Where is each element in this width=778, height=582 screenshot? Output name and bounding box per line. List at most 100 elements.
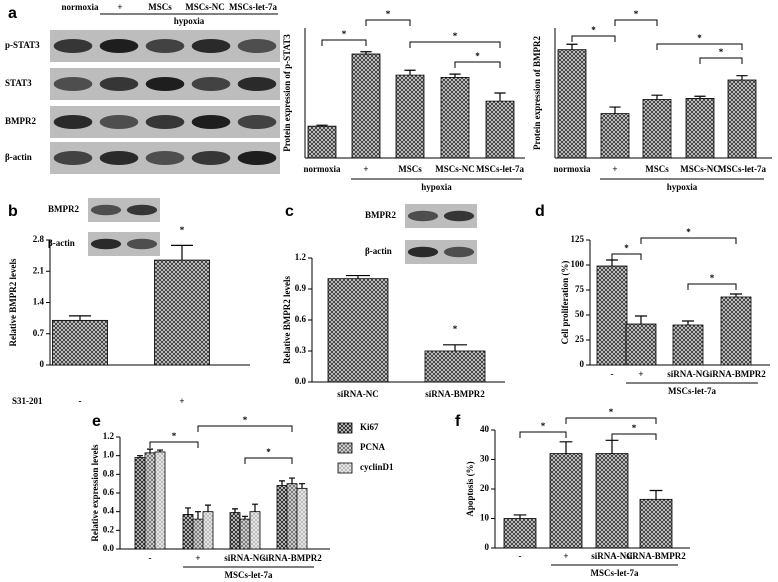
y-tick-label: 75 xyxy=(575,284,585,294)
significance-mark: * xyxy=(634,9,639,19)
y-tick-label: 1.0 xyxy=(103,450,115,460)
bar xyxy=(276,485,288,550)
bar xyxy=(625,323,657,366)
significance-mark: * xyxy=(453,31,458,41)
y-tick-label: 0.0 xyxy=(103,543,115,553)
x-tick-label: siRNA-BMPR2 xyxy=(425,389,485,399)
error-bar xyxy=(635,315,647,324)
significance-bracket xyxy=(321,39,367,46)
y-tick-label: 0.6 xyxy=(295,314,307,324)
x-tick-label: siRNA-NC xyxy=(591,551,633,561)
x-tick-label: + xyxy=(195,553,200,563)
significance-mark: * xyxy=(686,227,691,237)
blot-row-label: BMPR2 xyxy=(365,210,396,220)
bar xyxy=(440,77,470,159)
error-bar xyxy=(682,320,694,325)
bar xyxy=(202,511,214,550)
x-tick-label: normoxia xyxy=(304,164,341,174)
blot-band xyxy=(53,114,93,130)
significance-mark: * xyxy=(609,407,614,417)
significance-mark: * xyxy=(243,415,248,425)
error-bar xyxy=(730,293,742,297)
y-tick-label: 25 xyxy=(575,334,585,344)
significance-bracket xyxy=(197,425,293,432)
y-tick-label: 0 xyxy=(40,359,45,369)
panel-label: d xyxy=(535,203,545,220)
x-tick-label: MSCs-let-7a xyxy=(476,164,524,174)
bar xyxy=(395,74,425,159)
significance-mark: * xyxy=(624,243,629,253)
bar xyxy=(286,483,298,550)
y-axis-label: Apoptosis (%) xyxy=(465,461,475,516)
x-tick-label: + xyxy=(363,164,368,174)
legend-label: Ki67 xyxy=(360,422,379,432)
significance-mark: * xyxy=(266,447,271,457)
error-bar xyxy=(252,503,258,512)
error-bar xyxy=(205,504,211,512)
y-axis-label: Protein expression of p-STAT3 xyxy=(282,34,292,152)
error-bar xyxy=(609,106,621,114)
y-tick-label: 1.4 xyxy=(33,297,45,307)
bar xyxy=(249,511,261,550)
y-tick-label: 0.7 xyxy=(33,328,45,338)
significance-bracket xyxy=(244,457,293,464)
bar xyxy=(596,265,628,366)
error-bar xyxy=(605,439,619,454)
bar xyxy=(642,99,672,159)
blot-band xyxy=(145,76,185,92)
group-label: hypoxia xyxy=(421,182,452,192)
bar xyxy=(307,125,337,159)
error-bar xyxy=(606,259,618,266)
bar xyxy=(229,512,241,550)
error-bar xyxy=(242,515,248,520)
error-bar xyxy=(346,274,370,279)
blot-band xyxy=(237,38,277,54)
y-tick-label: 0.0 xyxy=(295,376,307,386)
y-tick-label: 0.6 xyxy=(103,487,115,497)
blot-row-label: β-actin xyxy=(5,152,32,162)
error-bar xyxy=(566,43,578,50)
error-bar xyxy=(171,244,193,261)
legend-swatch xyxy=(337,462,353,474)
blot-band xyxy=(126,238,158,250)
x-tick-label: normoxia xyxy=(554,164,591,174)
x-tick-label: MSCs xyxy=(398,164,422,174)
significance-mark: * xyxy=(386,9,391,19)
bar xyxy=(672,324,704,366)
significance-mark: * xyxy=(475,51,480,61)
significance-mark: * xyxy=(453,324,458,334)
y-tick-label: 100 xyxy=(571,259,585,269)
error-bar xyxy=(694,95,706,99)
panel-label: c xyxy=(285,203,294,220)
error-bar xyxy=(147,448,153,453)
blot-band xyxy=(237,76,277,92)
error-bar xyxy=(69,315,91,321)
lane-label: + xyxy=(117,2,122,12)
legend-swatch xyxy=(337,422,353,434)
error-bar xyxy=(232,508,238,513)
blot-row-label: BMPR2 xyxy=(5,116,36,126)
x-tick-label: MSCs xyxy=(645,164,669,174)
y-axis-label: Protein expression of BMPR2 xyxy=(532,36,542,150)
error-bar xyxy=(299,483,305,489)
bar xyxy=(134,457,146,550)
x-tick-label: siRNA-NC xyxy=(667,369,709,379)
bar xyxy=(557,49,587,159)
y-tick-label: 0 xyxy=(580,359,585,369)
significance-bracket xyxy=(454,61,501,68)
blot-band xyxy=(99,114,139,130)
blot-band xyxy=(407,210,439,222)
error-bar xyxy=(651,94,663,100)
y-tick-label: 30 xyxy=(480,454,490,464)
significance-mark: * xyxy=(710,273,715,283)
bar xyxy=(296,487,308,550)
error-bar xyxy=(289,477,295,484)
error-bar xyxy=(137,455,143,458)
x-tick-label: MSCs-NC xyxy=(435,164,475,174)
panel-label: b xyxy=(8,203,18,220)
x-tick-label: siRNA-BMPR2 xyxy=(706,369,766,379)
x-tick-label: + xyxy=(612,164,617,174)
group-label: MSCs-let-7a xyxy=(668,386,716,396)
blot-band xyxy=(53,38,93,54)
